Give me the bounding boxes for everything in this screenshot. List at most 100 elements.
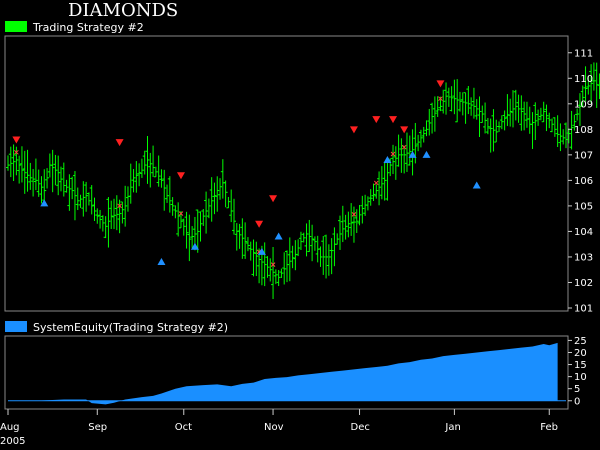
sell-signal-marker [176,172,185,180]
price-bar [533,102,538,141]
price-bar [365,196,370,211]
year-label: 2005 [0,436,25,447]
price-bar [379,166,384,200]
sell-signal-marker [400,126,409,134]
trade-cross [351,212,357,217]
price-bar [480,105,485,124]
price-bar [296,239,301,257]
price-bar [251,239,256,277]
price-bar [31,168,36,197]
price-bar [404,132,409,172]
price-bar [497,121,502,132]
price-bar [374,184,379,199]
price-bar [586,75,591,95]
price-bar [273,269,278,285]
price-bar [201,208,206,227]
buy-signal-marker [257,247,266,255]
price-bar [326,244,331,276]
price-bar [491,109,496,152]
price-bar [391,144,396,174]
price-bar [195,209,200,253]
buy-signal-marker [157,258,166,266]
price-bar [357,204,362,226]
price-bar [271,247,276,300]
x-tick-label: Nov [264,422,284,433]
price-bar [187,214,192,262]
legend-label-strategy: Trading Strategy #2 [32,21,144,34]
price-bar [282,252,287,285]
price-bar [524,101,529,128]
price-bar [318,246,323,267]
price-bar [399,138,404,173]
x-tick-label: Oct [175,422,192,433]
price-bar [432,96,437,132]
price-bar [229,189,234,223]
legend-label-equity: SystemEquity(Trading Strategy #2) [33,321,228,334]
price-bar [377,171,382,206]
sell-signal-marker [115,139,124,147]
trade-cross [270,262,276,267]
price-y-tick-label: 104 [574,227,593,238]
price-bar [508,98,513,127]
price-bar [240,218,245,259]
x-tick-label: Jan [444,422,460,433]
price-bar [25,149,30,192]
price-bar [276,269,281,287]
price-bar [8,146,13,178]
equity-y-tick-label: 20 [574,348,587,359]
chart-title: DIAMONDS [68,0,178,21]
price-bar [577,93,582,126]
price-bar [418,129,423,148]
price-bar [125,186,130,212]
price-bar [109,200,114,229]
price-bar [298,231,303,250]
price-bar [474,99,479,120]
sell-signal-marker [372,116,381,124]
price-bar [427,108,432,136]
buy-signal-marker [274,232,283,240]
price-bar [477,96,482,138]
price-bar [430,102,435,134]
price-bar [173,205,178,219]
price-bar [594,62,599,108]
price-bar [569,110,574,150]
price-bar [469,97,474,116]
price-bar [72,171,77,221]
price-bar [402,145,407,174]
price-bar [290,245,295,269]
price-bar [56,155,61,196]
price-bar [184,211,189,249]
equity-area [8,342,558,405]
price-bar [95,208,100,224]
price-y-tick-label: 107 [574,150,593,161]
price-bar [59,166,64,192]
price-bar [416,134,421,152]
buy-signal-marker [408,150,417,158]
price-bar [142,150,147,175]
price-bar [151,145,156,177]
price-bar [527,106,532,134]
price-y-tick-label: 106 [574,176,593,187]
price-bar [550,118,555,133]
legend-swatch-strategy [5,21,27,32]
price-bar [61,162,66,197]
buy-signal-marker [383,155,392,163]
price-y-tick-label: 109 [574,99,593,110]
price-bar [215,176,220,212]
price-bar [81,181,86,217]
price-bar [89,185,94,215]
price-bar [483,102,488,134]
price-bar [123,185,128,227]
price-bar [265,256,270,278]
price-bar [139,158,144,178]
price-bar [70,176,75,200]
price-bar [120,201,125,224]
price-bar [153,166,158,178]
price-bar [329,238,334,275]
price-bar [516,94,521,123]
sell-signal-marker [436,80,445,88]
trade-cross [117,203,122,209]
price-bar [165,184,170,203]
sell-signal-marker [269,195,278,203]
